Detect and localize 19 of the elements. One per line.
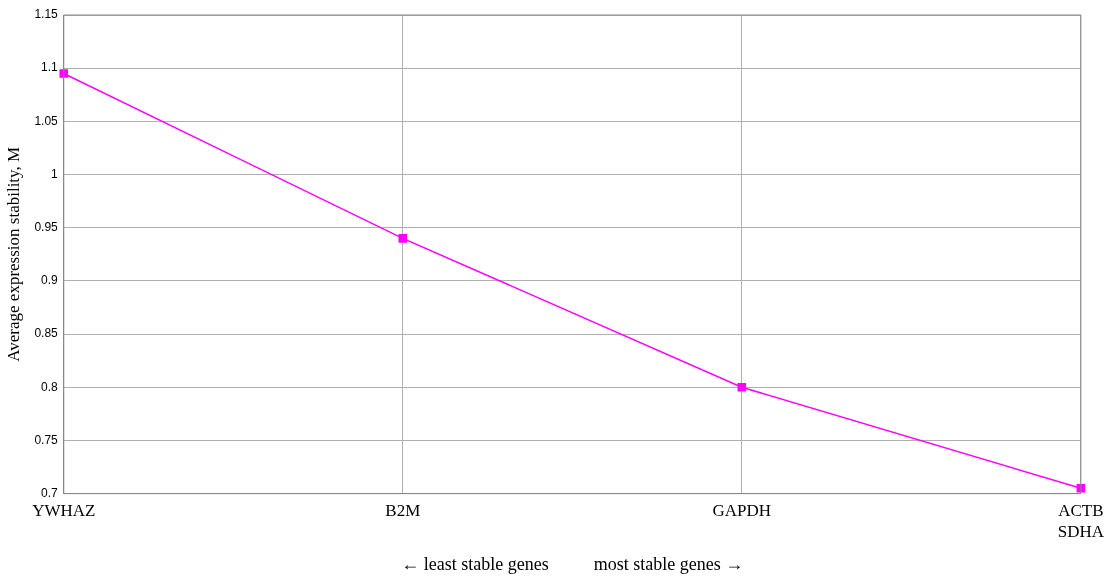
x-tick-label: GAPDH [712, 501, 772, 521]
y-tick-label: 0.8 [41, 379, 59, 394]
point [737, 382, 747, 392]
x-tick-label: B2M [385, 501, 421, 521]
y-tick-label: 1.15 [34, 7, 59, 22]
x-axis-title: ← least stable genes most stable genes → [401, 553, 744, 574]
point [59, 69, 69, 78]
y-tick-label: 0.7 [41, 485, 59, 500]
y-tick-label: 0.75 [34, 432, 59, 447]
x-tick-label: ACTB SDHA [1057, 501, 1105, 541]
y-tick-label: 1 [51, 166, 59, 181]
y-axis-title: Average expression stability, M [3, 146, 23, 362]
y-tick-label: 1.1 [41, 60, 59, 75]
x-tick-label: YWHAZ [32, 501, 96, 521]
y-tick-label: 1.05 [34, 113, 59, 128]
y-tick-label: 0.85 [34, 326, 59, 341]
y-tick-label: 0.9 [41, 273, 59, 288]
y-tick-label: 0.95 [34, 220, 59, 235]
point [398, 234, 408, 243]
